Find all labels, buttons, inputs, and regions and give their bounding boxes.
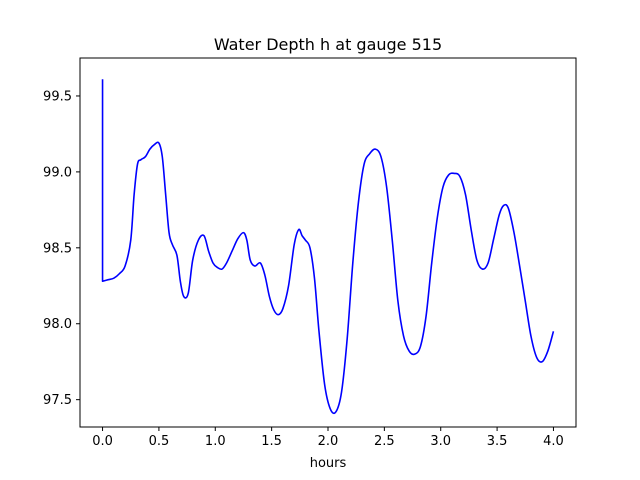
y-tick-label: 99.5 — [43, 89, 72, 104]
series-layer — [101, 79, 555, 415]
plot-area — [80, 58, 576, 427]
x-tick-label: 0.0 — [92, 434, 113, 449]
y-tick-label: 99.0 — [43, 165, 72, 180]
x-tick-label: 4.0 — [543, 434, 564, 449]
x-axis-ticks: 0.0 0.5 1.0 1.5 2.0 2.5 3.0 3.5 4.0 — [92, 427, 564, 449]
x-tick-label: 3.0 — [430, 434, 451, 449]
x-tick-label: 1.5 — [261, 434, 282, 449]
x-tick-label: 3.5 — [487, 434, 508, 449]
x-tick-label: 1.0 — [205, 434, 226, 449]
x-tick-label: 2.0 — [318, 434, 339, 449]
series-line — [101, 79, 555, 415]
y-tick-label: 98.5 — [43, 241, 72, 256]
x-tick-label: 2.5 — [374, 434, 395, 449]
chart-title: Water Depth h at gauge 515 — [214, 35, 442, 54]
plot-frame — [79, 57, 577, 428]
y-tick-label: 97.5 — [43, 393, 72, 408]
x-axis-label: hours — [310, 456, 347, 471]
y-axis-ticks: 97.5 98.0 98.5 99.0 99.5 — [43, 89, 80, 408]
x-tick-label: 0.5 — [149, 434, 170, 449]
y-tick-label: 98.0 — [43, 317, 72, 332]
